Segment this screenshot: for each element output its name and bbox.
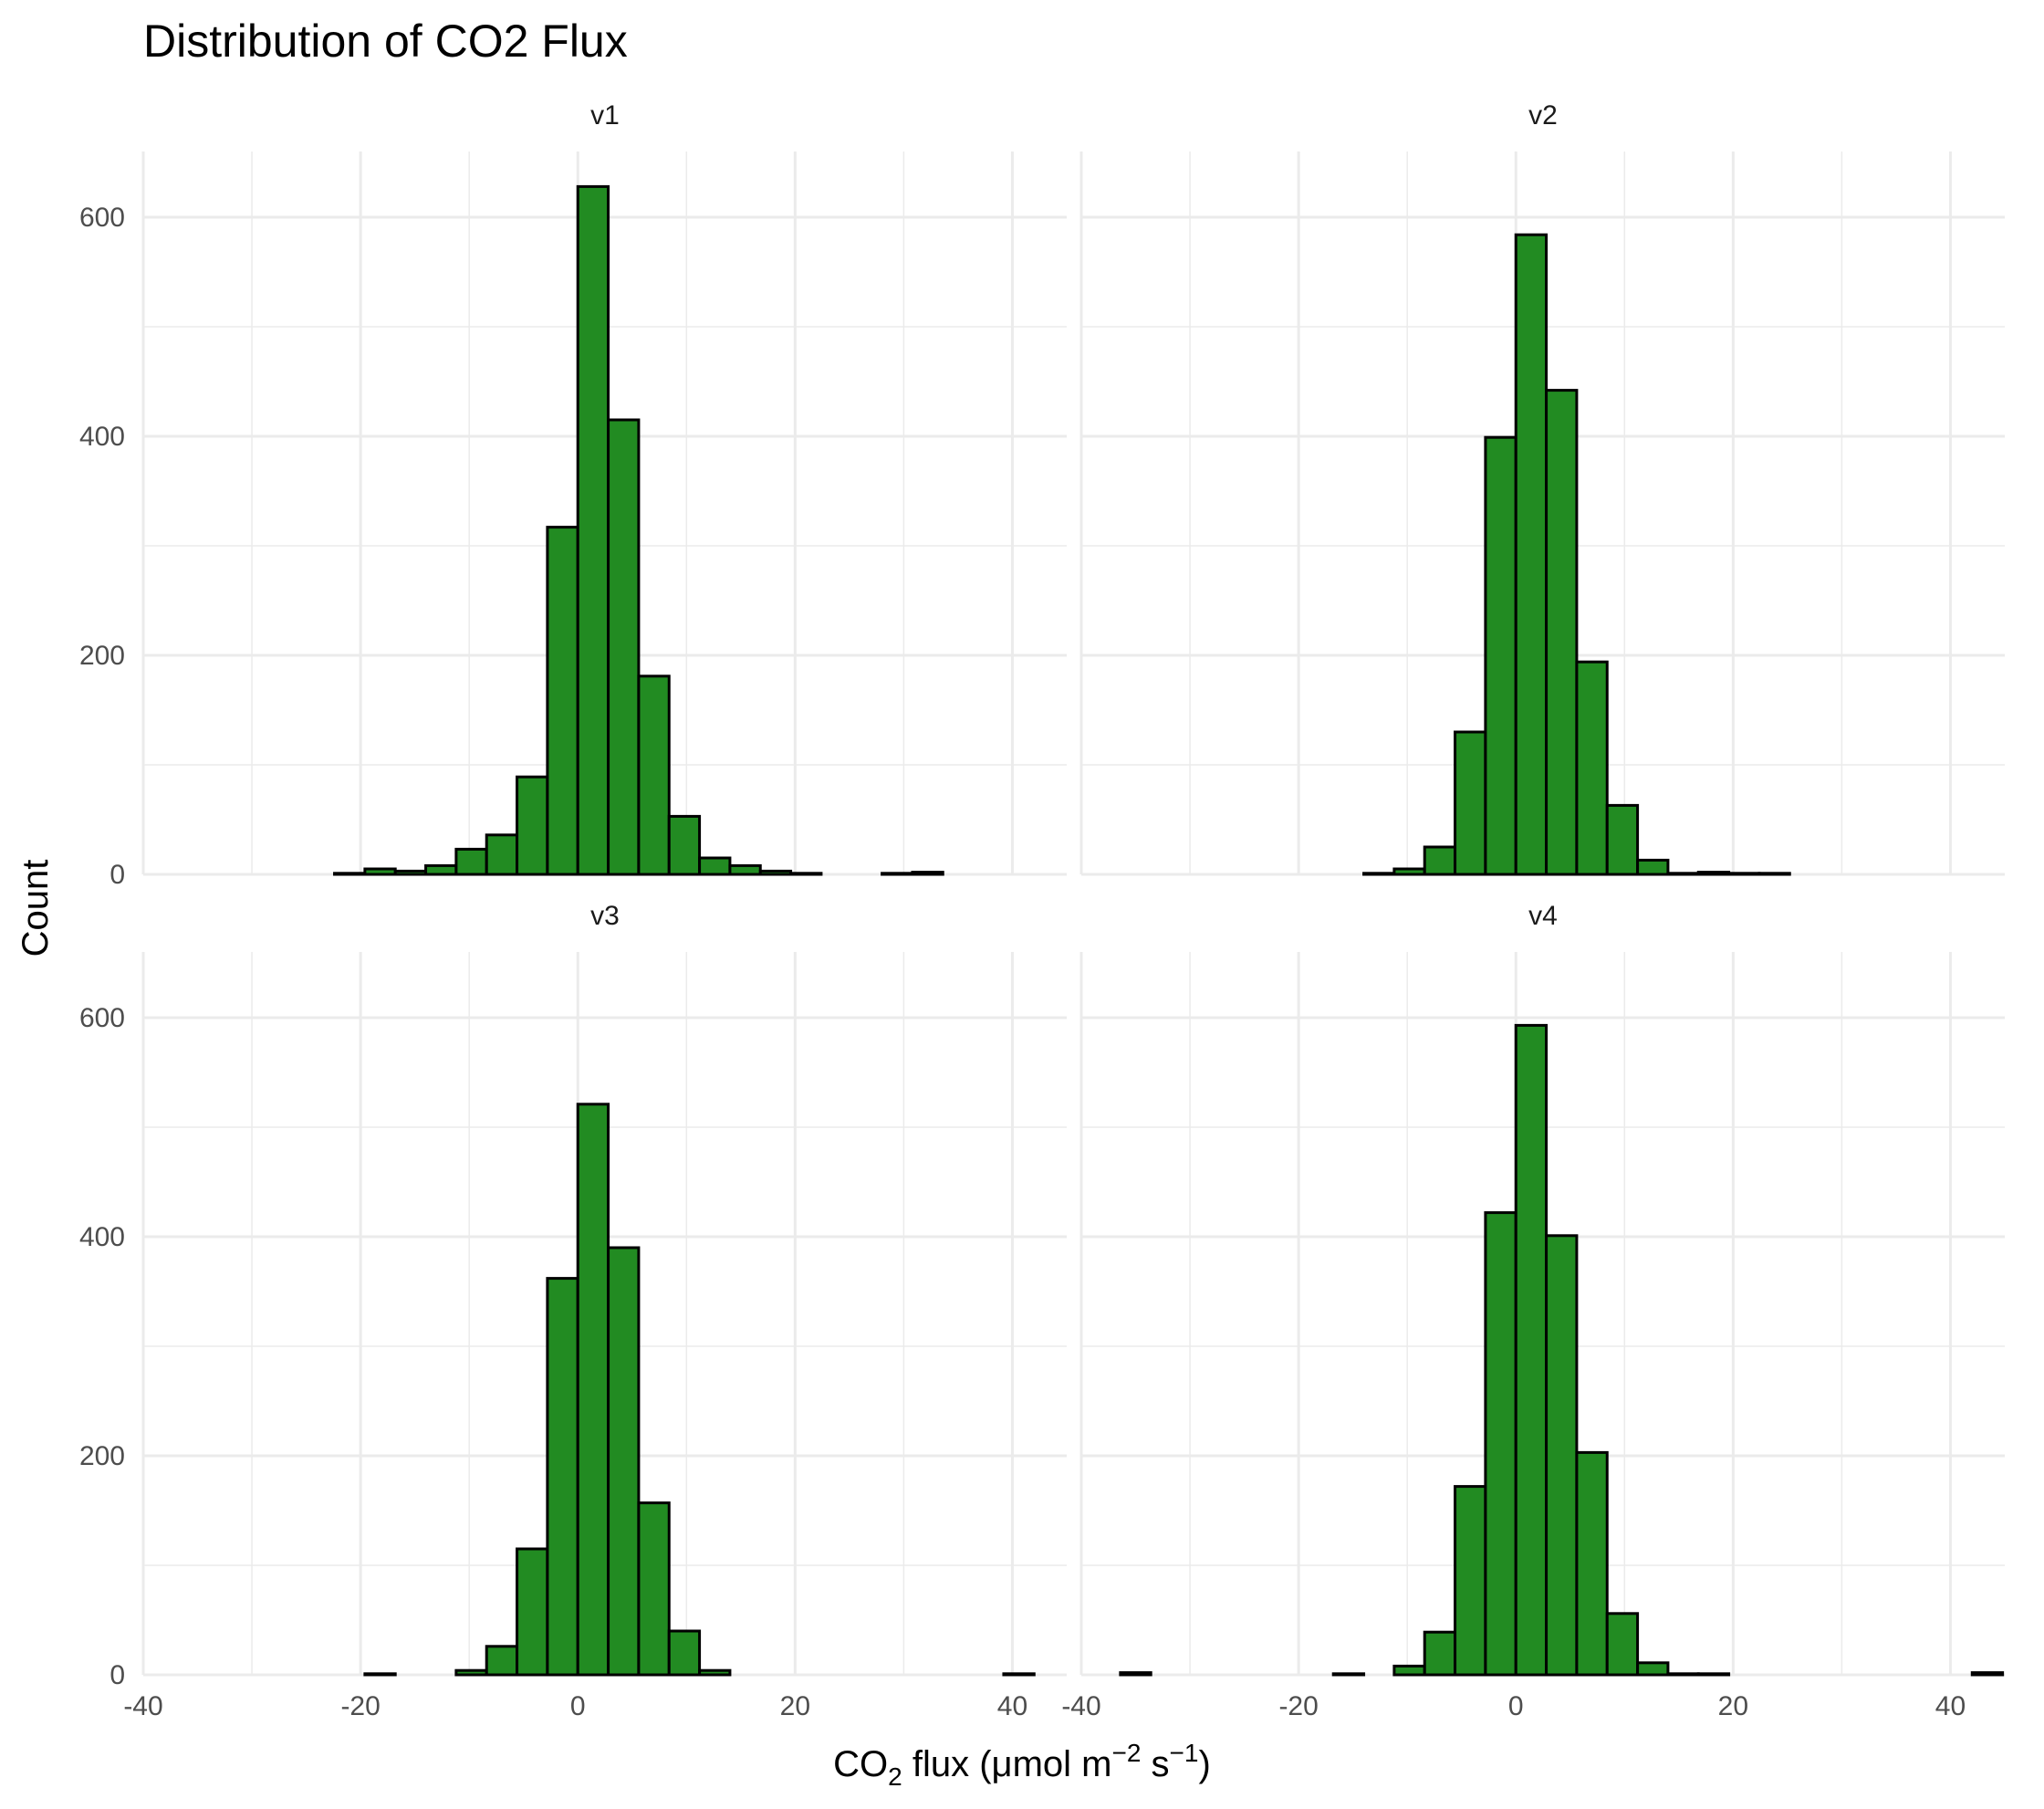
y-tick-label: 0 — [110, 860, 125, 890]
facet-v2-bar — [1362, 872, 1396, 876]
y-tick-label: 600 — [79, 1003, 125, 1033]
y-tick-label: 400 — [79, 422, 125, 452]
facet-v3-bar — [363, 1672, 397, 1677]
facet-v1-bar — [485, 833, 519, 876]
facet-v2-bar — [1757, 872, 1791, 876]
facet-v4-bar — [1605, 1612, 1640, 1677]
facet-v1-bar — [607, 418, 641, 876]
facet-v1-bar — [758, 869, 793, 876]
facet-v2-bar — [1545, 389, 1579, 876]
facet-v2-bar — [1575, 660, 1609, 876]
y-tick-label: 400 — [79, 1222, 125, 1252]
facet-v4-bar — [1696, 1672, 1731, 1677]
facet-v3-bar — [454, 1668, 488, 1677]
x-tick-label: 0 — [1508, 1691, 1524, 1721]
facet-v1-bar — [576, 184, 610, 876]
x-tick-label: -40 — [123, 1691, 162, 1721]
facet-v2-bar — [1605, 803, 1640, 876]
facet-v2-bar — [1454, 730, 1487, 876]
x-tick-label: 40 — [997, 1691, 1027, 1721]
facet-v1-bar — [333, 872, 367, 876]
y-tick-label: 200 — [79, 1441, 125, 1471]
facet-v4-panel: v4 -40 -20 0 20 40 — [1061, 901, 2005, 1721]
x-tick-label: -40 — [1061, 1691, 1100, 1721]
facet-v1-bar — [393, 869, 428, 876]
facet-v2-bar — [1423, 845, 1457, 876]
facet-v1-bar — [363, 867, 397, 876]
facet-v1-bar — [911, 871, 944, 876]
facet-v2-bar — [1484, 435, 1517, 876]
x-tick-label: 0 — [570, 1691, 586, 1721]
facet-v3-bar — [607, 1246, 641, 1677]
facet-v1-bar — [789, 872, 823, 876]
facet-v4-bar — [1392, 1664, 1426, 1677]
facet-v1-bar — [698, 856, 732, 876]
facet-v1-panel: v1 0 200 400 600 — [79, 100, 1067, 890]
x-tick-label: 20 — [1718, 1691, 1748, 1721]
facet-v1-bar — [516, 775, 549, 876]
chart-title: Distribution of CO2 Flux — [143, 16, 628, 67]
facet-v1-bar — [728, 863, 762, 876]
y-tick-label: 200 — [79, 641, 125, 671]
facet-v3-bar — [485, 1645, 519, 1677]
facet-v3-strip-label: v3 — [590, 901, 620, 931]
x-tick-label: 40 — [1935, 1691, 1966, 1721]
facet-v4-strip-label: v4 — [1528, 901, 1558, 931]
facet-v3-bar — [576, 1103, 610, 1677]
facet-v4-bar — [1484, 1211, 1517, 1677]
facet-v4-bar — [1423, 1630, 1457, 1677]
x-tick-label: -20 — [340, 1691, 380, 1721]
facet-v1-bar — [667, 814, 702, 876]
facet-v3-bar — [1002, 1672, 1036, 1677]
facet-v2-strip-label: v2 — [1528, 100, 1558, 131]
y-tick-label: 0 — [110, 1660, 125, 1690]
facet-v4-bar — [1575, 1450, 1609, 1677]
facet-v4-bar — [1331, 1672, 1366, 1677]
x-axis-title: CO2 flux (μmol m−2 s−1) — [833, 1739, 1211, 1791]
facet-v3-bar — [667, 1629, 702, 1677]
facet-v4-bar — [1666, 1672, 1700, 1677]
facet-v2-bar — [1392, 867, 1426, 876]
facet-v2-bar — [1666, 872, 1700, 876]
facet-v4-bar — [1970, 1671, 2005, 1677]
facet-v2-bar — [1696, 871, 1731, 876]
facet-v3-bar — [516, 1547, 549, 1677]
facet-v2-bar — [1636, 858, 1670, 876]
facet-v3-bar — [546, 1277, 579, 1677]
facet-v4-bar — [1454, 1485, 1487, 1677]
facet-v2-bar — [1514, 233, 1549, 876]
facet-v1-strip-label: v1 — [590, 100, 620, 131]
x-tick-label: 20 — [780, 1691, 810, 1721]
facet-v3-bar — [698, 1668, 732, 1677]
facet-v4-bar — [1545, 1234, 1579, 1677]
y-tick-label: 600 — [79, 203, 125, 233]
x-tick-label: -20 — [1278, 1691, 1318, 1721]
facet-v4-bar — [1514, 1023, 1549, 1677]
y-axis-title: Count — [16, 860, 56, 957]
facet-v1-bar — [454, 847, 488, 876]
facet-v2-panel: v2 — [1079, 100, 2005, 876]
facet-v1-bar — [546, 526, 579, 876]
facet-v1-bar — [881, 872, 914, 876]
facet-v1-bar — [424, 863, 458, 876]
facet-v3-panel: v3 0 200 400 600 -40 -20 0 20 40 — [79, 901, 1067, 1721]
facet-v1-bar — [637, 674, 671, 876]
facet-v4-bar — [1119, 1671, 1152, 1677]
facet-v2-bar — [1727, 872, 1761, 876]
facet-v3-bar — [637, 1501, 671, 1677]
facet-v4-bar — [1636, 1661, 1670, 1677]
